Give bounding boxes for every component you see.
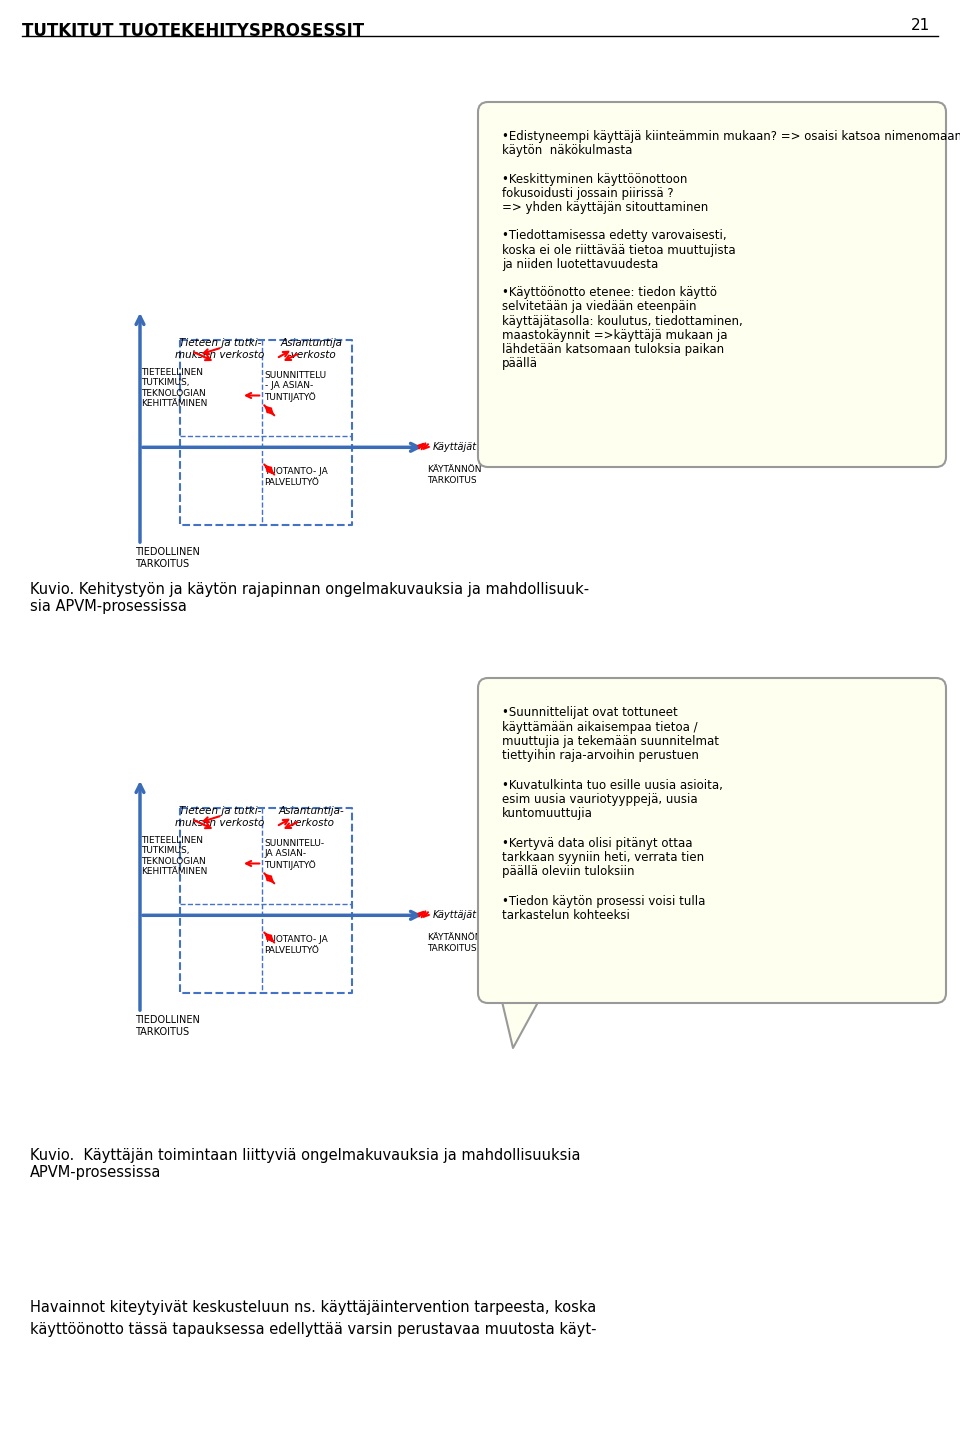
Text: päällä oleviin tuloksiin: päällä oleviin tuloksiin	[502, 865, 635, 878]
Text: Käyttäjät: Käyttäjät	[433, 910, 477, 920]
Text: esim uusia vauriotyyppejä, uusia: esim uusia vauriotyyppejä, uusia	[502, 793, 698, 806]
Text: Havainnot kiteytyivät keskusteluun ns. käyttäjäintervention tarpeesta, koska: Havainnot kiteytyivät keskusteluun ns. k…	[30, 1299, 596, 1315]
Text: fokusoidusti jossain piirissä ?: fokusoidusti jossain piirissä ?	[502, 187, 674, 200]
Text: Kuvio.  Käyttäjän toimintaan liittyviä ongelmakuvauksia ja mahdollisuuksia
APVM-: Kuvio. Käyttäjän toimintaan liittyviä on…	[30, 1147, 581, 1181]
Text: Asiantuntija-
verkosto: Asiantuntija- verkosto	[278, 806, 345, 828]
Text: •Tiedon käytön prosessi voisi tulla: •Tiedon käytön prosessi voisi tulla	[502, 894, 706, 907]
Text: maastokäynnit =>käyttäjä mukaan ja: maastokäynnit =>käyttäjä mukaan ja	[502, 328, 728, 341]
Text: tarkkaan syyniin heti, verrata tien: tarkkaan syyniin heti, verrata tien	[502, 851, 704, 864]
Text: KÄYTÄNNÖN
TARKOITUS: KÄYTÄNNÖN TARKOITUS	[427, 466, 482, 485]
Text: •Kertyvä data olisi pitänyt ottaa: •Kertyvä data olisi pitänyt ottaa	[502, 836, 692, 849]
Text: käyttöönotto tässä tapauksessa edellyttää varsin perustavaa muutosta käyt-: käyttöönotto tässä tapauksessa edellyttä…	[30, 1323, 596, 1337]
Text: •Edistyneempi käyttäjä kiinteämmin mukaan? => osaisi katsoa nimenomaan: •Edistyneempi käyttäjä kiinteämmin mukaa…	[502, 130, 960, 143]
Text: TIETEELLINEN
TUTKIMUS,
TEKNOLOGIAN
KEHITTÄMINEN: TIETEELLINEN TUTKIMUS, TEKNOLOGIAN KEHIT…	[141, 836, 207, 877]
Text: => yhden käyttäjän sitouttaminen: => yhden käyttäjän sitouttaminen	[502, 201, 708, 214]
Text: ja niiden luotettavuudesta: ja niiden luotettavuudesta	[502, 258, 659, 271]
Text: •Suunnittelijat ovat tottuneet: •Suunnittelijat ovat tottuneet	[502, 706, 678, 719]
Text: Tieteen ja tutki-
muksen verkosto: Tieteen ja tutki- muksen verkosto	[176, 806, 265, 828]
Text: lähdetään katsomaan tuloksia paikan: lähdetään katsomaan tuloksia paikan	[502, 343, 724, 356]
Text: TIETEELLINEN
TUTKIMUS,
TEKNOLOGIAN
KEHITTÄMINEN: TIETEELLINEN TUTKIMUS, TEKNOLOGIAN KEHIT…	[141, 368, 207, 408]
Text: TUOTANTO- JA
PALVELUTYÖ: TUOTANTO- JA PALVELUTYÖ	[265, 935, 328, 955]
Polygon shape	[500, 993, 543, 1048]
Text: käytön  näkökulmasta: käytön näkökulmasta	[502, 145, 633, 158]
Text: TUTKITUT TUOTEKEHITYSPROSESSIT: TUTKITUT TUOTEKEHITYSPROSESSIT	[22, 22, 364, 41]
FancyBboxPatch shape	[478, 101, 946, 467]
Text: muuttujia ja tekemään suunnitelmat: muuttujia ja tekemään suunnitelmat	[502, 735, 719, 748]
FancyBboxPatch shape	[478, 679, 946, 1003]
Text: Tieteen ja tutki-
muksen verkosto: Tieteen ja tutki- muksen verkosto	[176, 339, 265, 360]
Text: TUOTANTO- JA
PALVELUTYÖ: TUOTANTO- JA PALVELUTYÖ	[265, 467, 328, 486]
Text: KÄYTÄNNÖN
TARKOITUS: KÄYTÄNNÖN TARKOITUS	[427, 933, 482, 952]
Text: SUUNNITTELU
- JA ASIAN-
TUNTIJATYÖ: SUUNNITTELU - JA ASIAN- TUNTIJATYÖ	[265, 370, 326, 402]
Text: •Keskittyminen käyttöönottoon: •Keskittyminen käyttöönottoon	[502, 172, 687, 185]
Text: käyttämään aikaisempaa tietoa /: käyttämään aikaisempaa tietoa /	[502, 721, 698, 734]
Text: •Kuvatulkinta tuo esille uusia asioita,: •Kuvatulkinta tuo esille uusia asioita,	[502, 778, 723, 792]
Text: •Tiedottamisessa edetty varovaisesti,: •Tiedottamisessa edetty varovaisesti,	[502, 230, 727, 243]
Text: Käyttäjät: Käyttäjät	[433, 443, 477, 453]
Text: tiettyihin raja-arvoihin perustuen: tiettyihin raja-arvoihin perustuen	[502, 750, 699, 763]
Text: selvitetään ja viedään eteenpäin: selvitetään ja viedään eteenpäin	[502, 301, 697, 314]
Text: koska ei ole riittävää tietoa muuttujista: koska ei ole riittävää tietoa muuttujist…	[502, 243, 735, 256]
Text: TIEDOLLINEN
TARKOITUS: TIEDOLLINEN TARKOITUS	[135, 547, 200, 569]
Text: 21: 21	[911, 17, 930, 33]
Text: käyttäjätasolla: koulutus, tiedottaminen,: käyttäjätasolla: koulutus, tiedottaminen…	[502, 314, 743, 327]
Text: SUUNNITELU-
JA ASIAN-
TUNTIJATYÖ: SUUNNITELU- JA ASIAN- TUNTIJATYÖ	[265, 839, 324, 870]
Text: kuntomuuttujia: kuntomuuttujia	[502, 807, 593, 820]
Text: Kuvio. Kehitystyön ja käytön rajapinnan ongelmakuvauksia ja mahdollisuuk-
sia AP: Kuvio. Kehitystyön ja käytön rajapinnan …	[30, 582, 589, 615]
Text: TIEDOLLINEN
TARKOITUS: TIEDOLLINEN TARKOITUS	[135, 1014, 200, 1036]
Text: •Käyttöönotto etenee: tiedon käyttö: •Käyttöönotto etenee: tiedon käyttö	[502, 287, 717, 300]
Text: tarkastelun kohteeksi: tarkastelun kohteeksi	[502, 909, 630, 922]
Text: päällä: päällä	[502, 357, 538, 370]
Text: Asiantuntija
-verkosto: Asiantuntija -verkosto	[280, 339, 343, 360]
